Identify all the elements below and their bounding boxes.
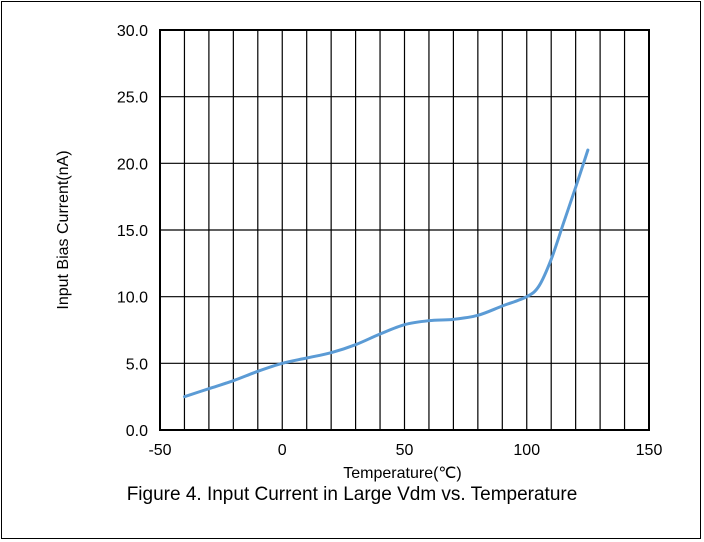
x-tick-label: 0 xyxy=(278,442,287,459)
y-tick-label: 5.0 xyxy=(126,356,148,373)
y-tick-label: 10.0 xyxy=(117,290,148,307)
x-tick-label: 50 xyxy=(396,442,414,459)
x-axis-title: Temperature(℃) xyxy=(343,465,461,482)
x-tick-label: -50 xyxy=(148,442,171,459)
figure-caption: Figure 4. Input Current in Large Vdm vs.… xyxy=(0,484,704,506)
y-tick-label: 20.0 xyxy=(117,156,148,173)
x-tick-label: 150 xyxy=(636,442,663,459)
x-tick-label: 100 xyxy=(513,442,540,459)
series-layer xyxy=(184,150,587,397)
series-line-0 xyxy=(184,150,587,397)
y-tick-label: 15.0 xyxy=(117,223,148,240)
y-axis-title: Input Bias Current(nA) xyxy=(55,150,72,309)
y-tick-label: 30.0 xyxy=(117,23,148,40)
y-tick-label: 25.0 xyxy=(117,90,148,107)
y-tick-label: 0.0 xyxy=(126,423,148,440)
tick-layer: -50 0 50 100 150 0.0 5.0 10.0 15.0 20.0 25.0 30.0 xyxy=(117,23,663,459)
grid-layer xyxy=(160,30,649,430)
